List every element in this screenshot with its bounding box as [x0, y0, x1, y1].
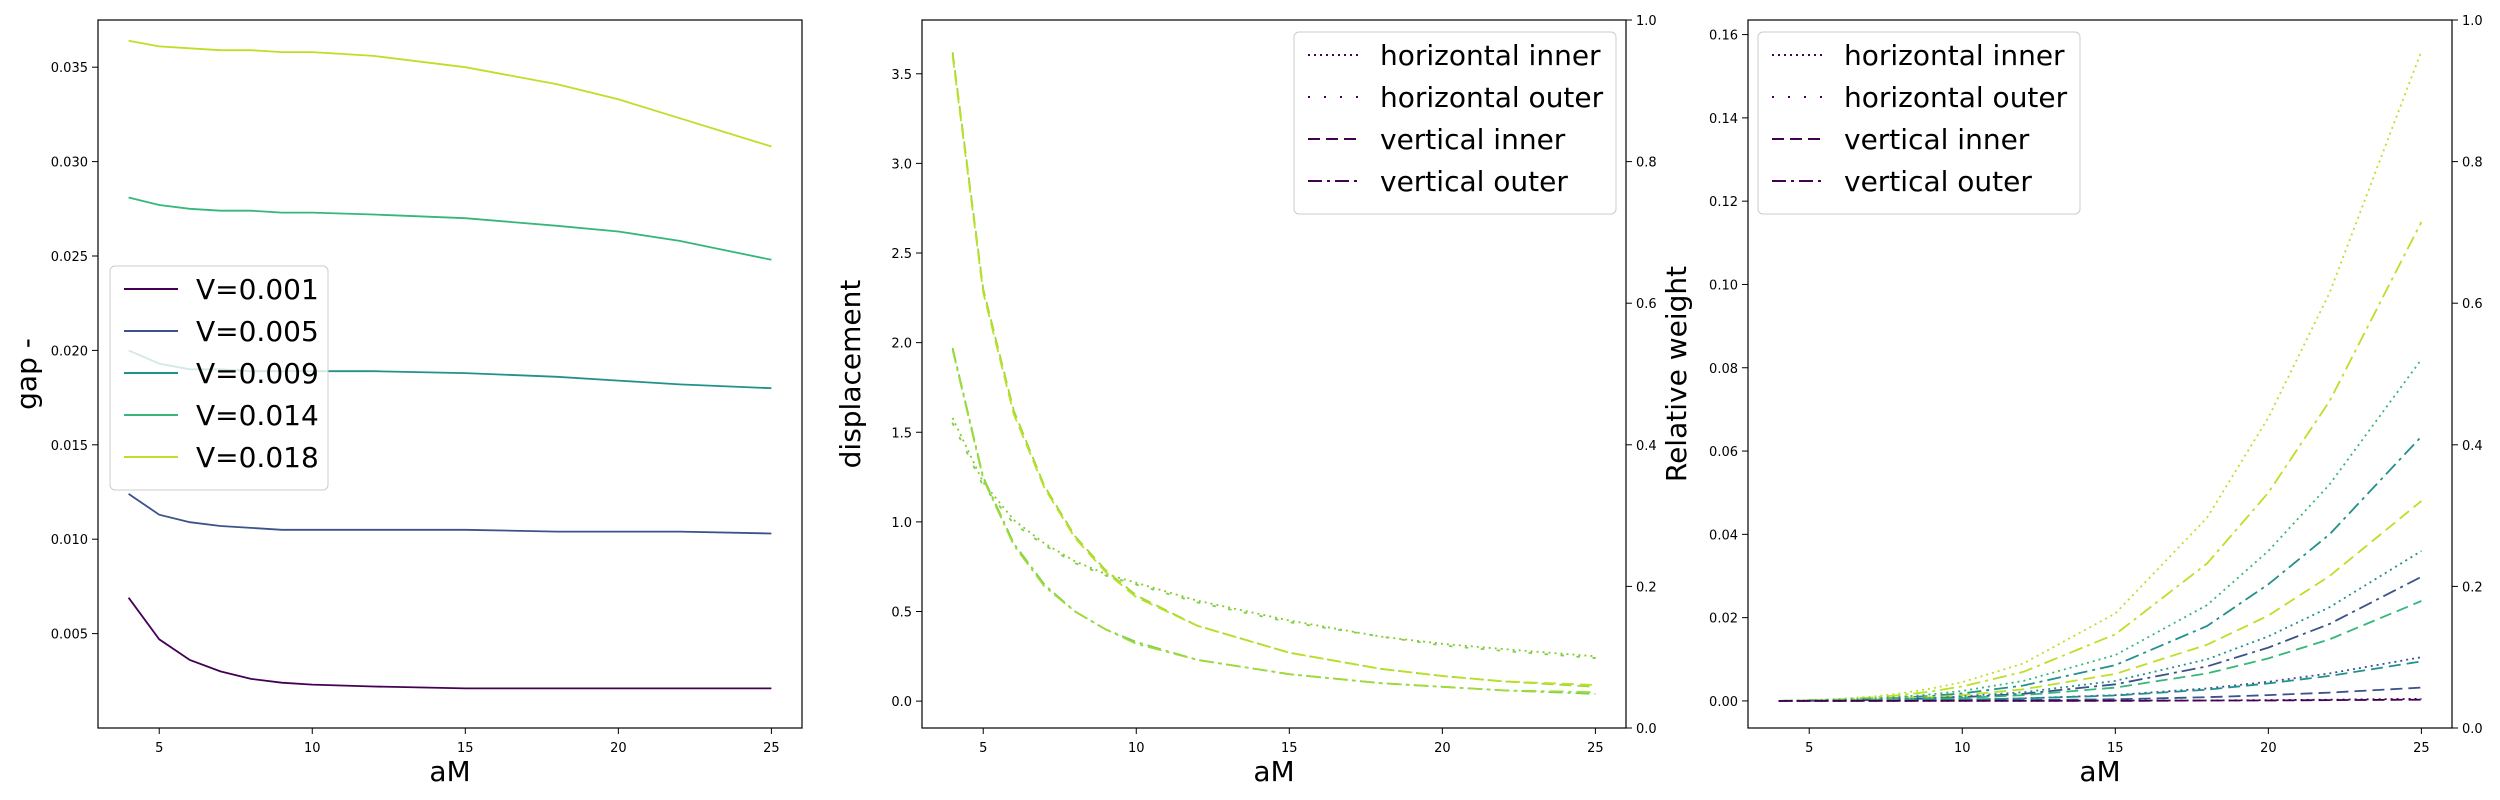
x-tick-label: 15 — [1281, 741, 1298, 756]
y-tick-label: 0.025 — [51, 250, 88, 265]
right-y-tick-label: 0.6 — [1636, 297, 1657, 312]
x-tick-label: 25 — [1587, 741, 1604, 756]
series-line-2-1 — [951, 417, 1596, 658]
series-line-1-1 — [127, 597, 772, 690]
legend: horizontal inner horizontal outer vertical… — [1293, 31, 1617, 215]
series-line-2-2 — [951, 422, 1597, 659]
series-group — [1778, 50, 2423, 702]
y-tick-label: 0.0 — [891, 695, 912, 710]
y-tick-label: 3.5 — [891, 68, 912, 83]
x-tick-label: 5 — [1805, 741, 1813, 756]
y-tick-label: 0.00 — [1709, 695, 1738, 710]
series-group — [951, 52, 1597, 695]
legend-label: vertical inner — [1844, 123, 2030, 156]
y-tick-label: 0.16 — [1709, 29, 1738, 44]
legend-label: horizontal inner — [1380, 39, 1601, 72]
legend: V=0.001 V=0.005 V=0.009 V=0.014 V=0.018 — [109, 265, 329, 491]
series-line-3-13 — [1778, 698, 2422, 702]
y-tick-label: 0.020 — [51, 344, 88, 359]
plot-frame — [1747, 19, 2453, 729]
y-tick-label: 2.5 — [891, 247, 912, 262]
y-tick-label: 0.035 — [51, 61, 88, 76]
series-line-2-5 — [951, 55, 1596, 686]
legend-label: horizontal outer — [1380, 81, 1604, 114]
y-tick-label: 0.030 — [51, 156, 88, 171]
x-tick-label: 20 — [610, 741, 627, 756]
y-tick-label: 0.04 — [1709, 528, 1738, 543]
legend-box — [109, 265, 329, 491]
legend-label: vertical inner — [1380, 123, 1566, 156]
legend-label: V=0.001 — [196, 273, 319, 306]
right-y-tick-label: 0.4 — [2462, 439, 2483, 454]
y-axis-label: gap - — [10, 338, 43, 410]
legend: horizontal inner horizontal outer vertical… — [1757, 31, 2081, 215]
x-tick-label: 25 — [763, 741, 780, 756]
legend-label: V=0.009 — [196, 357, 319, 390]
x-tick-label: 5 — [155, 741, 163, 756]
legend-label: V=0.018 — [196, 441, 319, 474]
y-tick-label: 3.0 — [891, 157, 912, 172]
legend-label: V=0.014 — [196, 399, 319, 432]
right-y-tick-label: 1.0 — [2462, 14, 2483, 29]
x-tick-label: 15 — [2107, 741, 2124, 756]
y-tick-label: 1.5 — [891, 426, 912, 441]
y-tick-label: 1.0 — [891, 516, 912, 531]
right-y-tick-label: 0.4 — [1636, 439, 1657, 454]
y-axis-label: Relative weight — [1660, 266, 1693, 482]
right-y-tick-label: 0.2 — [2462, 580, 2483, 595]
x-tick-label: 10 — [1128, 741, 1145, 756]
y-tick-label: 0.10 — [1709, 278, 1738, 293]
x-axis-label: aM — [429, 755, 470, 788]
y-tick-label: 0.015 — [51, 439, 88, 454]
legend-label: horizontal inner — [1844, 39, 2065, 72]
series-line-1-2 — [128, 493, 772, 535]
x-axis-label: aM — [2079, 755, 2120, 788]
y-tick-label: 0.005 — [51, 628, 88, 643]
legend-box — [1293, 31, 1617, 215]
gap-panel: 5 10 15 20 25 0.005 0.010 0.015 0.020 0.025 0.030 0… — [10, 19, 803, 788]
series-line-1-5 — [128, 39, 772, 148]
y-tick-label: 0.010 — [51, 533, 88, 548]
y-tick-label: 0.06 — [1709, 445, 1738, 460]
y-tick-label: 0.02 — [1709, 612, 1738, 627]
x-tick-label: 15 — [457, 741, 474, 756]
y-tick-label: 0.08 — [1709, 362, 1738, 377]
x-tick-label: 25 — [2413, 741, 2430, 756]
legend-label: vertical outer — [1380, 165, 1568, 198]
right-y-tick-label: 0.8 — [1636, 156, 1657, 171]
x-tick-label: 10 — [1954, 741, 1971, 756]
x-tick-label: 5 — [979, 741, 987, 756]
right-y-tick-label: 1.0 — [1636, 14, 1657, 29]
legend-box — [1757, 31, 2081, 215]
series-line-2-6 — [951, 349, 1596, 694]
plot-frame — [97, 19, 803, 729]
y-tick-label: 0.12 — [1709, 195, 1738, 210]
x-axis-label: aM — [1253, 755, 1294, 788]
right-y-tick-label: 0.2 — [1636, 580, 1657, 595]
legend-label: V=0.005 — [196, 315, 319, 348]
displacement-panel: 5 10 15 20 25 0.0 0.5 1.0 1.5 2.0 2.5 3.0 3.5 0.0 0.2 0… — [834, 14, 1657, 788]
right-y-tick-label: 0.0 — [1636, 722, 1657, 737]
y-axis-label: displacement — [834, 280, 867, 469]
right-y-tick-label: 0.8 — [2462, 156, 2483, 171]
y-tick-label: 0.5 — [891, 605, 912, 620]
right-y-tick-label: 0.6 — [2462, 297, 2483, 312]
series-line-1-4 — [128, 196, 772, 261]
plot-frame — [921, 19, 1627, 729]
x-tick-label: 20 — [1434, 741, 1451, 756]
x-tick-label: 20 — [2260, 741, 2277, 756]
legend-label: horizontal outer — [1844, 81, 2068, 114]
y-tick-label: 2.0 — [891, 337, 912, 352]
right-y-tick-label: 0.0 — [2462, 722, 2483, 737]
relative-weight-panel: 5 10 15 20 25 0.00 0.02 0.04 0.06 0.08 0.10 0.12 0.1… — [1660, 14, 2483, 788]
x-tick-label: 10 — [304, 741, 321, 756]
y-tick-label: 0.14 — [1709, 112, 1738, 127]
legend-label: vertical outer — [1844, 165, 2032, 198]
